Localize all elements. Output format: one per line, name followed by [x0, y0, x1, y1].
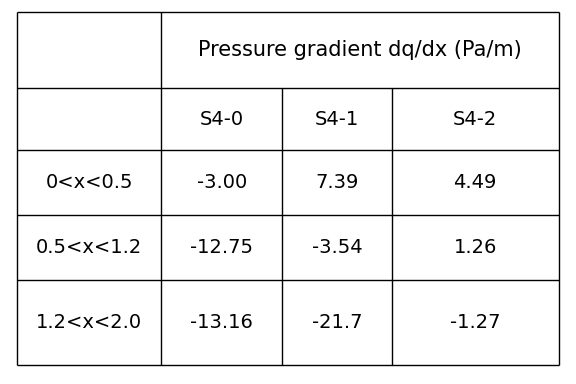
Text: Pressure gradient dq/dx (Pa/m): Pressure gradient dq/dx (Pa/m)	[198, 40, 522, 60]
Text: 0<x<0.5: 0<x<0.5	[46, 173, 133, 192]
Text: 4.49: 4.49	[453, 173, 497, 192]
Text: S4-0: S4-0	[200, 109, 244, 129]
Text: -12.75: -12.75	[190, 238, 253, 257]
Text: S4-2: S4-2	[453, 109, 497, 129]
Text: 7.39: 7.39	[315, 173, 359, 192]
Text: 1.2<x<2.0: 1.2<x<2.0	[36, 313, 142, 332]
Text: 0.5<x<1.2: 0.5<x<1.2	[36, 238, 142, 257]
Text: -13.16: -13.16	[190, 313, 253, 332]
Text: -1.27: -1.27	[450, 313, 501, 332]
Text: -21.7: -21.7	[312, 313, 362, 332]
Text: -3.00: -3.00	[196, 173, 247, 192]
Text: -3.54: -3.54	[312, 238, 362, 257]
Text: S4-1: S4-1	[315, 109, 359, 129]
Text: 1.26: 1.26	[453, 238, 497, 257]
